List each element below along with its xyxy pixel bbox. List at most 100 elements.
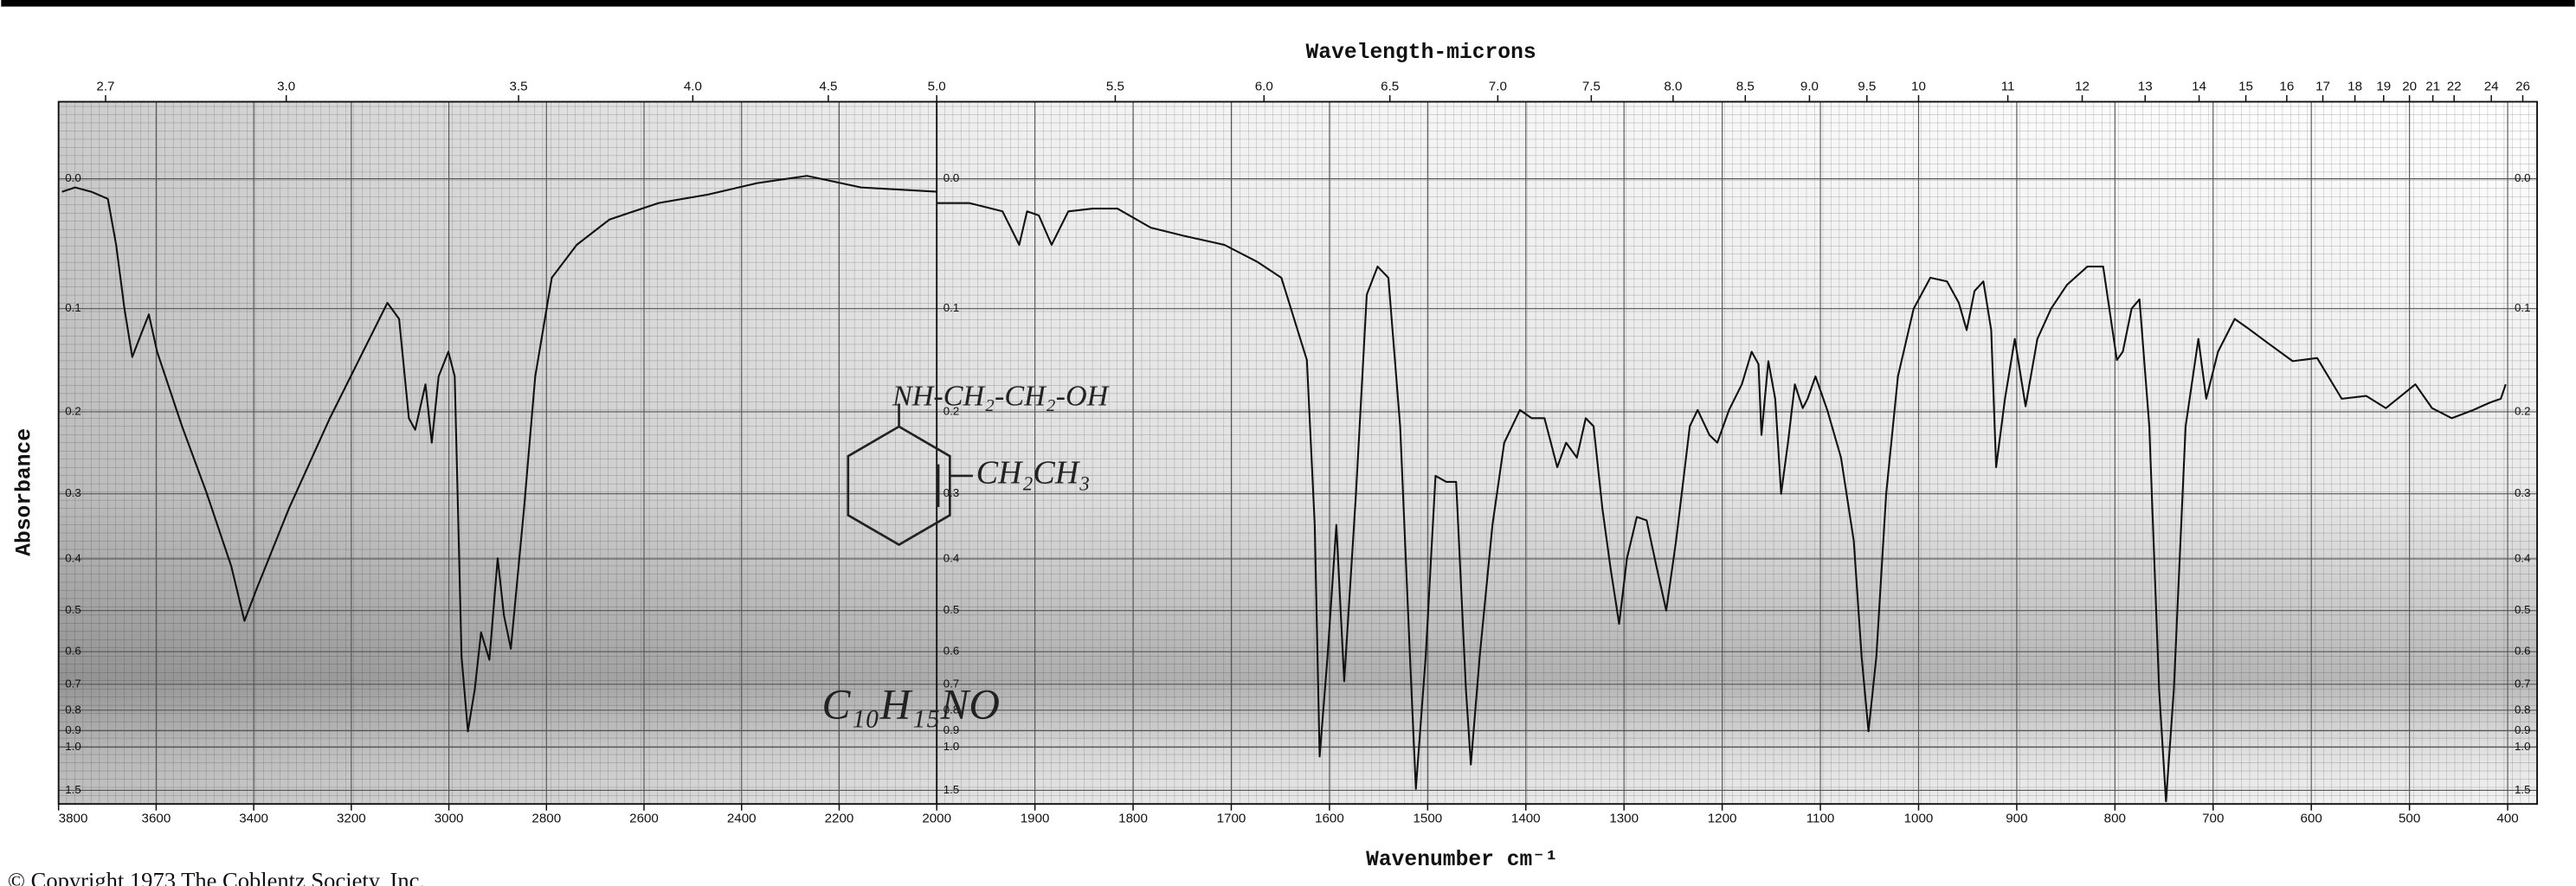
x-tick-label: 1500 [1413,811,1442,825]
y-tick-label: 1.5 [943,783,959,796]
top-axis-title: Wavelength-microns [1306,41,1536,65]
y-tick-label: 0.9 [943,723,959,736]
x2-tick-label: 8.0 [1664,80,1682,94]
x2-tick-label: 4.0 [684,80,702,94]
y-tick-label: 1.0 [943,740,959,753]
x2-tick-label: 22 [2447,80,2462,94]
y-tick-label: 0.2 [943,404,959,417]
x2-tick-label: 26 [2515,80,2530,94]
y-tick-label: 0.9 [2515,723,2530,736]
x2-tick-label: 5.0 [928,80,946,94]
y-tick-label: 0.8 [2515,703,2530,716]
x-tick-label: 1600 [1315,811,1344,825]
x2-tick-label: 12 [2075,80,2090,94]
y-tick-label: 0.0 [65,171,80,184]
y-tick-label: 0.4 [2515,551,2530,564]
y-tick-label: 0.1 [943,301,959,314]
x-tick-label: 3000 [435,811,464,825]
y-tick-label: 1.0 [2515,740,2530,753]
y-tick-label: 0.2 [65,404,80,417]
plot-frame [57,100,2539,806]
y-tick-label: 0.2 [2515,404,2530,417]
x2-tick-label: 24 [2484,80,2499,94]
x2-tick-label: 18 [2347,80,2362,94]
formula-label: C₁₀H₁₅NO [821,681,1000,729]
y-tick-label: 0.1 [2515,301,2530,314]
x-tick-label: 2800 [531,811,561,825]
x2-tick-label: 6.5 [1381,80,1399,94]
x-axis-title: Wavenumber cm⁻¹ [1366,848,1558,872]
x-tick-label: 1300 [1609,811,1639,825]
y-tick-label: 0.4 [943,551,959,564]
y-tick-label: 0.7 [943,677,959,690]
x2-tick-label: 19 [2376,80,2391,94]
x2-tick-label: 4.5 [819,80,837,94]
x-tick-label: 1900 [1021,811,1050,825]
x2-tick-label: 14 [2192,80,2206,94]
x2-tick-label: 13 [2138,80,2153,94]
x-tick-label: 1400 [1511,811,1541,825]
y-tick-label: 0.3 [943,486,959,499]
y-tick-label: 0.6 [65,645,80,658]
x-tick-label: 2600 [629,811,659,825]
x-tick-label: 800 [2104,811,2126,825]
y-tick-label: 0.3 [65,486,80,499]
x-tick-label: 2400 [727,811,757,825]
x-tick-label: 1800 [1118,811,1148,825]
substituent-label: NH-CH₂-CH₂-OH [892,381,1111,413]
x-tick-label: 3200 [337,811,366,825]
x2-tick-label: 21 [2425,80,2440,94]
y-tick-label: 0.0 [2515,171,2530,184]
y-tick-label: 1.5 [65,783,80,796]
x2-tick-label: 3.5 [510,80,528,94]
x2-tick-label: 2.7 [96,80,114,94]
spectrum-line [61,175,937,733]
y-tick-label: 0.8 [943,703,959,716]
scan-edge [1,0,2575,7]
x-tick-label: 3400 [239,811,268,825]
x2-tick-label: 5.5 [1106,80,1124,94]
y-tick-label: 0.5 [943,603,959,616]
spectrum-line [937,202,2507,803]
x-tick-label: 900 [2006,811,2027,825]
x-tick-label: 3800 [59,811,88,825]
x2-tick-label: 8.5 [1736,80,1755,94]
paper-shade [58,101,2538,805]
substituent-label: CH₂CH₃ [976,455,1091,491]
x2-tick-label: 17 [2315,80,2330,94]
x2-tick-label: 16 [2279,80,2294,94]
benzene-ring [847,425,951,547]
x-tick-label: 600 [2301,811,2322,825]
x2-tick-label: 3.0 [277,80,295,94]
y-tick-label: 0.5 [65,603,80,616]
x-tick-label: 2200 [825,811,854,825]
x-tick-label: 500 [2399,811,2420,825]
structure [847,403,973,547]
x2-tick-label: 11 [2001,80,2015,94]
y-tick-label: 1.0 [65,740,80,753]
x2-tick-label: 20 [2402,80,2417,94]
y-tick-label: 0.1 [65,301,80,314]
x-tick-label: 3600 [142,811,171,825]
x-tick-label: 700 [2202,811,2224,825]
x-tick-label: 1700 [1217,811,1246,825]
x-tick-label: 1000 [1904,811,1934,825]
y-tick-label: 0.9 [65,723,80,736]
x-tick-label: 1100 [1806,811,1835,825]
y-tick-label: 0.7 [65,677,80,690]
y-axis-title: Absorbance [12,428,36,556]
x-tick-label: 2000 [922,811,951,825]
x2-tick-label: 6.0 [1255,80,1273,94]
y-tick-label: 0.8 [65,703,80,716]
y-tick-label: 0.6 [943,645,959,658]
x2-tick-label: 7.0 [1489,80,1507,94]
copyright: © Copyright 1973 The Coblentz Society, I… [8,867,425,886]
y-tick-label: 1.5 [2515,783,2530,796]
y-tick-label: 0.7 [2515,677,2530,690]
y-tick-label: 0.3 [2515,486,2530,499]
x2-tick-label: 9.5 [1858,80,1876,94]
y-tick-label: 0.6 [2515,645,2530,658]
x2-tick-label: 15 [2238,80,2253,94]
